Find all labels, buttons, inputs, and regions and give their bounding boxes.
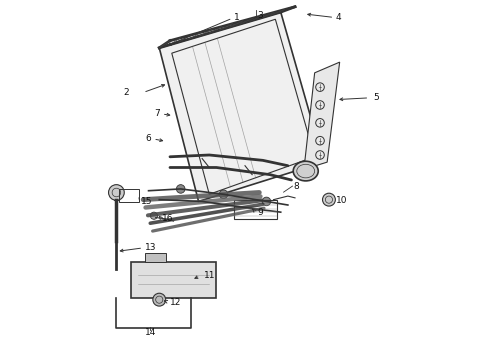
- Bar: [145, 253, 167, 262]
- Text: 15: 15: [142, 197, 153, 206]
- Text: 14: 14: [145, 328, 156, 337]
- Circle shape: [109, 185, 124, 201]
- Circle shape: [262, 197, 270, 206]
- Text: 6: 6: [145, 134, 151, 143]
- Circle shape: [150, 212, 157, 219]
- Bar: [234, 200, 277, 219]
- Polygon shape: [304, 62, 340, 169]
- Text: 3: 3: [257, 11, 263, 20]
- Text: 2: 2: [123, 88, 129, 97]
- Text: 1: 1: [234, 13, 239, 22]
- Polygon shape: [159, 12, 323, 202]
- Ellipse shape: [293, 161, 318, 181]
- Text: 11: 11: [204, 271, 216, 280]
- Polygon shape: [131, 262, 217, 298]
- Circle shape: [220, 190, 228, 199]
- Text: 10: 10: [336, 196, 347, 205]
- Circle shape: [153, 293, 166, 306]
- Text: 9: 9: [258, 208, 263, 217]
- Circle shape: [322, 193, 335, 206]
- Text: 16: 16: [162, 214, 173, 223]
- Text: 7: 7: [154, 109, 160, 118]
- Text: 8: 8: [293, 181, 299, 190]
- Bar: [119, 189, 139, 202]
- Text: 13: 13: [145, 243, 156, 252]
- Circle shape: [176, 185, 185, 193]
- Text: 12: 12: [170, 298, 181, 307]
- Text: 5: 5: [373, 93, 379, 102]
- Text: 4: 4: [335, 13, 341, 22]
